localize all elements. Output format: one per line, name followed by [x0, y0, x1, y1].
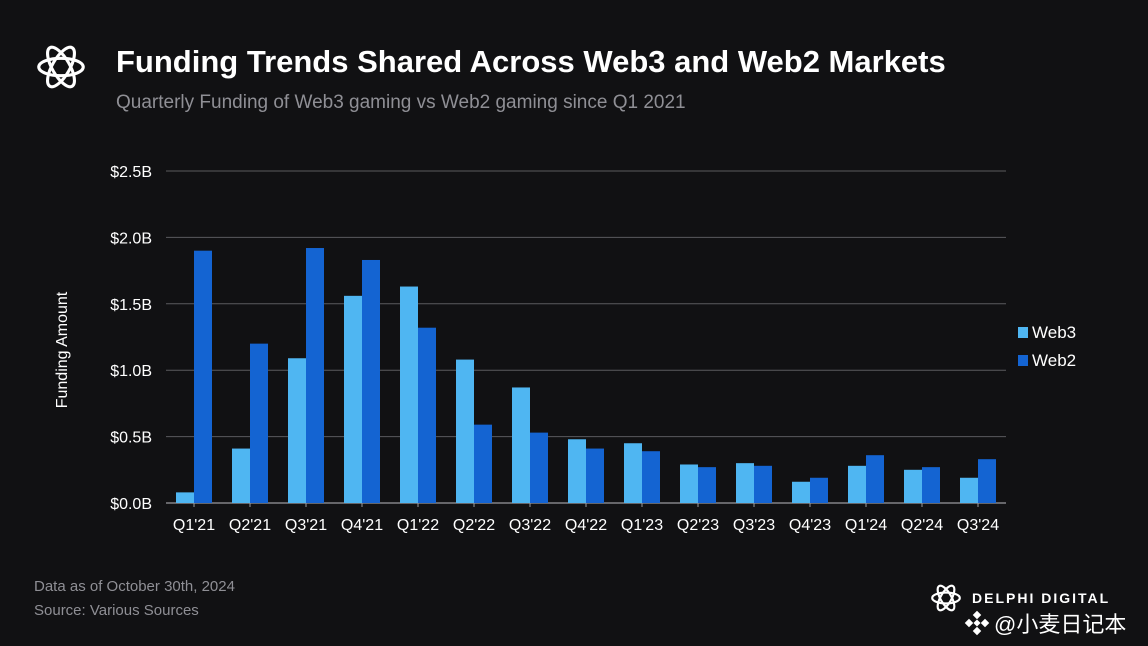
- brand-mark: DELPHI DIGITAL: [928, 580, 1110, 616]
- brand-name: DELPHI DIGITAL: [972, 590, 1111, 606]
- legend-swatch: [1018, 355, 1028, 366]
- bar-web3: [904, 469, 922, 503]
- bar-web2: [642, 451, 660, 503]
- y-axis-title: Funding Amount: [54, 291, 71, 408]
- delphi-logo-icon: [37, 45, 85, 89]
- bar-web3: [232, 448, 250, 503]
- bar-web3: [848, 465, 866, 503]
- bar-web2: [194, 250, 212, 503]
- y-tick-label: $1.0B: [110, 363, 152, 380]
- bar-web3: [736, 463, 754, 503]
- x-tick-label: Q2'22: [453, 517, 495, 534]
- bar-web2: [754, 465, 772, 503]
- bar-web2: [306, 248, 324, 503]
- bar-web2: [474, 424, 492, 503]
- bar-web3: [288, 358, 306, 503]
- x-tick-label: Q2'23: [677, 517, 719, 534]
- y-tick-label: $0.0B: [110, 496, 152, 513]
- legend-swatch: [1018, 327, 1028, 338]
- x-tick-label: Q2'21: [229, 517, 271, 534]
- y-tick-label: $2.5B: [110, 164, 152, 181]
- bar-web2: [866, 455, 884, 503]
- x-tick-label: Q3'22: [509, 517, 551, 534]
- bar-web3: [792, 481, 810, 503]
- bar-web3: [680, 464, 698, 503]
- y-tick-label: $2.0B: [110, 230, 152, 247]
- legend: Web3 Web2: [1018, 323, 1076, 370]
- bar-web3: [960, 477, 978, 503]
- x-tick-label: Q4'23: [789, 517, 831, 534]
- bar-web3: [456, 359, 474, 503]
- y-tick-label: $0.5B: [110, 430, 152, 447]
- watermark-text: @小麦日记本: [994, 612, 1127, 637]
- data-note: Data as of October 30th, 2024: [34, 578, 235, 595]
- bar-web2: [586, 448, 604, 503]
- delphi-knot-icon: [931, 584, 961, 612]
- bar-web3: [344, 295, 362, 503]
- bar-web2: [362, 259, 380, 503]
- legend-label: Web2: [1032, 351, 1076, 370]
- bars-layer: [176, 248, 996, 503]
- page-subtitle: Quarterly Funding of Web3 gaming vs Web2…: [116, 92, 686, 113]
- x-tick-label: Q4'22: [565, 517, 607, 534]
- x-tick-label: Q2'24: [901, 517, 943, 534]
- x-tick-label: Q1'24: [845, 517, 887, 534]
- bar-web2: [250, 343, 268, 503]
- x-tick-label: Q3'23: [733, 517, 775, 534]
- page-title: Funding Trends Shared Across Web3 and We…: [116, 44, 946, 79]
- legend-label: Web3: [1032, 323, 1076, 342]
- bar-web2: [418, 327, 436, 503]
- bar-web3: [568, 439, 586, 503]
- bar-web3: [176, 492, 194, 503]
- bar-web2: [698, 467, 716, 503]
- bar-web2: [978, 459, 996, 503]
- x-tick-label: Q1'22: [397, 517, 439, 534]
- watermark: @小麦日记本: [964, 607, 1126, 639]
- x-tick-label: Q1'21: [173, 517, 215, 534]
- x-tick-label: Q4'21: [341, 517, 383, 534]
- bar-web3: [624, 443, 642, 503]
- x-tick-label: Q3'24: [957, 517, 999, 534]
- labels-layer: $0.0B $0.5B $1.0B $1.5B $2.0B $2.5B Q1'21 Q2'21…: [54, 164, 999, 534]
- bar-web2: [530, 432, 548, 503]
- source-note: Source: Various Sources: [34, 602, 199, 619]
- x-tick-label: Q3'21: [285, 517, 327, 534]
- bar-web3: [400, 286, 418, 503]
- binance-diamond-icon: [964, 610, 990, 636]
- bar-web3: [512, 387, 530, 503]
- bar-web2: [922, 467, 940, 503]
- y-tick-label: $1.5B: [110, 297, 152, 314]
- bar-web2: [810, 477, 828, 503]
- x-tick-label: Q1'23: [621, 517, 663, 534]
